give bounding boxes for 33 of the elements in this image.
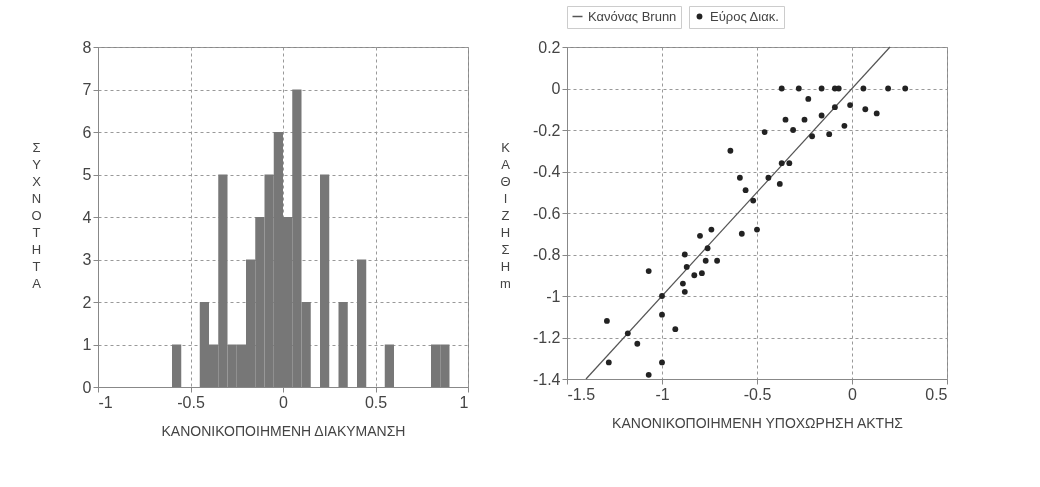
legend-label: Κανόνας Brunn <box>588 8 677 24</box>
text: ΚΑΘΙΖΗΣΗ m <box>500 139 511 291</box>
y-tick-label: -1.2 <box>532 329 561 346</box>
x-tick-label: 0 <box>848 385 858 403</box>
y-tick-label: -1.4 <box>532 370 561 388</box>
y-tick-label: -0.6 <box>532 204 561 222</box>
legend-label: Εύρος Διακ. <box>710 8 779 24</box>
y-tick-label: -1 <box>546 287 561 305</box>
y-tick-label: 2 <box>82 293 92 311</box>
y-tick-label: 6 <box>82 123 92 141</box>
x-tick-label: -0.5 <box>743 385 772 403</box>
y-tick-label: -0.4 <box>532 163 561 180</box>
x-tick-label: 0.5 <box>364 393 388 411</box>
x-axis-title: ΚΑΝΟΝΙΚΟΠΟΙΗΜΕΝΗ ΔΙΑΚΥΜΑΝΣΗ <box>161 422 406 439</box>
x-tick-label: -1 <box>98 393 113 411</box>
y-tick-label: -0.8 <box>532 246 561 263</box>
x-tick-label: 0.5 <box>925 385 948 403</box>
x-tick-label: -0.5 <box>177 393 205 411</box>
y-tick-label: 8 <box>82 38 92 56</box>
y-tick-label: 7 <box>82 81 92 98</box>
y-tick-label: 4 <box>82 208 92 226</box>
x-tick-label: 1 <box>459 393 469 411</box>
y-tick-label: 3 <box>82 251 92 268</box>
y-tick-label: -0.2 <box>532 121 561 139</box>
x-tick-label: 0 <box>279 393 289 411</box>
y-tick-label: 5 <box>82 166 92 183</box>
x-tick-label: -1.5 <box>567 385 596 403</box>
x-tick-label: -1 <box>655 385 670 403</box>
y-tick-label: 1 <box>82 336 92 353</box>
x-axis-title: ΚΑΝΟΝΙΚΟΠΟΙΗΜΕΝΗ ΥΠΟΧΩΡΗΣΗ ΑΚΤΗΣ <box>612 414 904 431</box>
text: ΣΥΧΝΟΤΗΤΑ <box>31 139 42 291</box>
y-tick-label: 0.2 <box>538 38 561 56</box>
y-tick-label: 0 <box>551 80 561 97</box>
